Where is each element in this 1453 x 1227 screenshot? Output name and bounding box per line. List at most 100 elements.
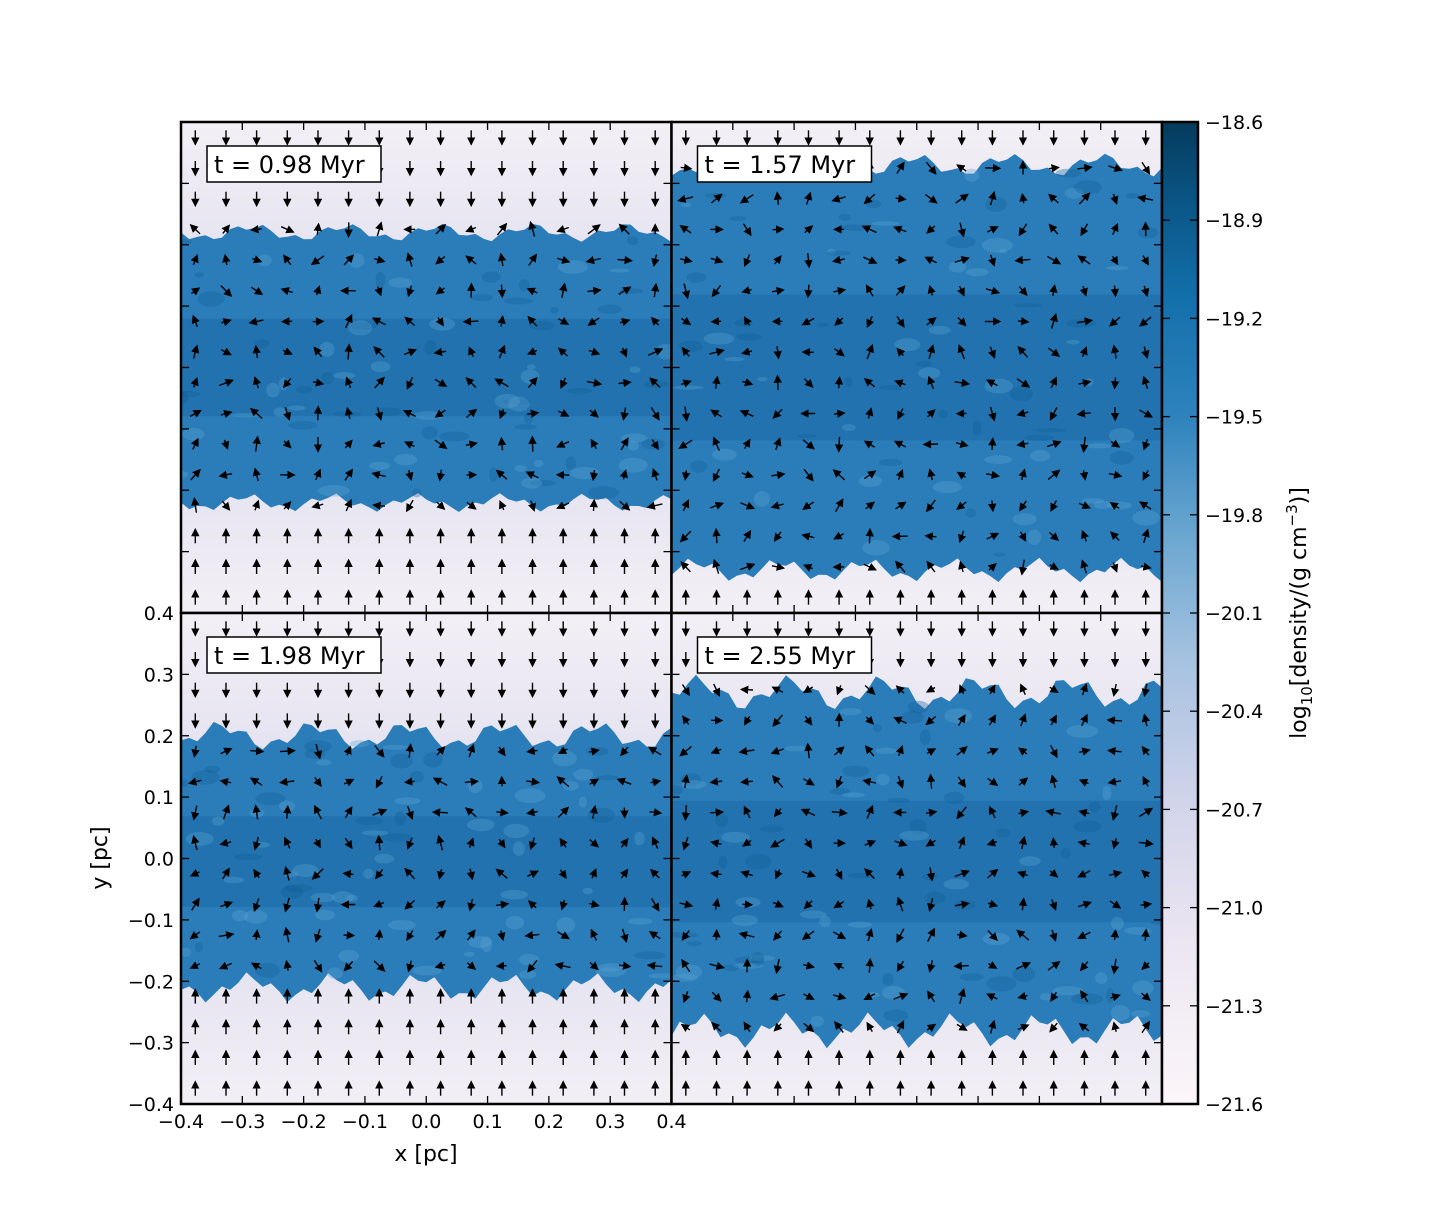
velocity-arrow [1017, 345, 1029, 358]
slab-texture [731, 914, 758, 927]
velocity-arrow [803, 900, 813, 910]
velocity-arrow [219, 838, 232, 847]
velocity-arrow [866, 315, 875, 328]
velocity-arrow [987, 747, 999, 756]
velocity-arrow [526, 746, 538, 755]
velocity-arrow [589, 778, 600, 787]
velocity-arrow [1110, 285, 1120, 298]
velocity-arrow [770, 501, 784, 510]
slab-texture [671, 973, 698, 982]
slab-texture [370, 361, 391, 373]
velocity-arrow [955, 439, 969, 448]
velocity-arrow [1017, 991, 1028, 1001]
velocity-arrow [651, 836, 660, 849]
velocity-arrow [1110, 439, 1121, 448]
velocity-arrow [864, 868, 875, 880]
velocity-arrow [679, 900, 694, 909]
slab-texture [628, 918, 653, 925]
slab-texture [292, 864, 319, 877]
slab-texture [181, 471, 189, 478]
velocity-arrow [313, 222, 322, 235]
slab-texture [231, 909, 248, 922]
slab-texture [1132, 980, 1154, 996]
slab-texture [314, 909, 335, 921]
velocity-arrow [1077, 255, 1091, 265]
slab-texture [1066, 339, 1080, 345]
velocity-arrow [222, 804, 231, 820]
velocity-arrow [436, 869, 446, 880]
slab-texture [348, 320, 373, 336]
velocity-arrow [649, 808, 663, 817]
velocity-arrow [527, 347, 538, 356]
velocity-arrow [619, 500, 631, 511]
velocity-arrow [863, 440, 875, 449]
velocity-arrow [282, 501, 292, 511]
slab-texture [374, 853, 395, 864]
velocity-arrow [678, 439, 693, 449]
velocity-arrow [284, 836, 292, 849]
velocity-arrow [802, 777, 815, 786]
velocity-arrow [833, 409, 846, 418]
velocity-arrow [616, 777, 632, 786]
velocity-arrow [556, 501, 570, 510]
x-tick-label: 0.3 [595, 1111, 625, 1133]
velocity-arrow [1110, 958, 1120, 975]
velocity-arrow [1077, 900, 1092, 909]
velocity-arrow [221, 867, 230, 880]
velocity-arrow [218, 931, 235, 940]
slab-texture [552, 750, 577, 767]
velocity-arrow [405, 806, 414, 821]
velocity-arrow [252, 804, 261, 820]
slab-texture [466, 818, 495, 832]
velocity-arrow [1049, 684, 1059, 694]
velocity-arrow [250, 777, 263, 786]
slab-texture [875, 747, 897, 754]
velocity-arrow [711, 285, 722, 298]
velocity-arrow [497, 930, 506, 942]
velocity-arrow [1079, 747, 1091, 756]
velocity-arrow [1141, 992, 1151, 1001]
velocity-arrow [895, 501, 907, 510]
velocity-arrow [681, 499, 690, 512]
slab-texture [1081, 498, 1105, 504]
velocity-arrow [221, 439, 230, 450]
velocity-arrow [680, 1023, 691, 1032]
velocity-arrow [926, 748, 937, 756]
velocity-arrow [866, 898, 875, 910]
velocity-arrow [804, 715, 813, 726]
velocity-arrow [834, 317, 844, 326]
velocity-arrow [957, 776, 967, 788]
velocity-arrow [403, 348, 417, 357]
slab-texture [284, 883, 313, 893]
velocity-arrow [956, 745, 968, 756]
velocity-arrow [1141, 375, 1150, 389]
velocity-arrow [313, 777, 322, 788]
velocity-arrow [957, 317, 967, 327]
velocity-arrow [712, 558, 721, 574]
velocity-arrow [1018, 777, 1029, 787]
velocity-arrow [709, 348, 725, 357]
velocity-arrow [1078, 379, 1092, 388]
slab-texture [944, 708, 973, 724]
velocity-arrow [436, 834, 445, 851]
slab-texture [901, 710, 924, 724]
slab-texture [705, 193, 726, 199]
velocity-arrow [620, 837, 629, 848]
velocity-arrow [1109, 502, 1120, 511]
velocity-arrow [343, 930, 356, 940]
velocity-arrow [1140, 900, 1153, 909]
velocity-arrow [190, 254, 199, 266]
slab-texture [981, 238, 1013, 253]
velocity-arrow [1048, 531, 1060, 542]
slab-texture [390, 753, 413, 769]
velocity-arrow [741, 347, 752, 356]
velocity-arrow [374, 286, 383, 297]
slab-texture [751, 951, 765, 967]
slab-texture [181, 391, 201, 398]
velocity-arrow [1076, 317, 1094, 326]
velocity-arrow [988, 1019, 997, 1034]
colorbar-title-sub: 10 [1298, 686, 1316, 705]
slab-texture [212, 816, 225, 826]
slab-texture [946, 235, 976, 249]
x-tick-label: 0.0 [411, 1111, 441, 1133]
